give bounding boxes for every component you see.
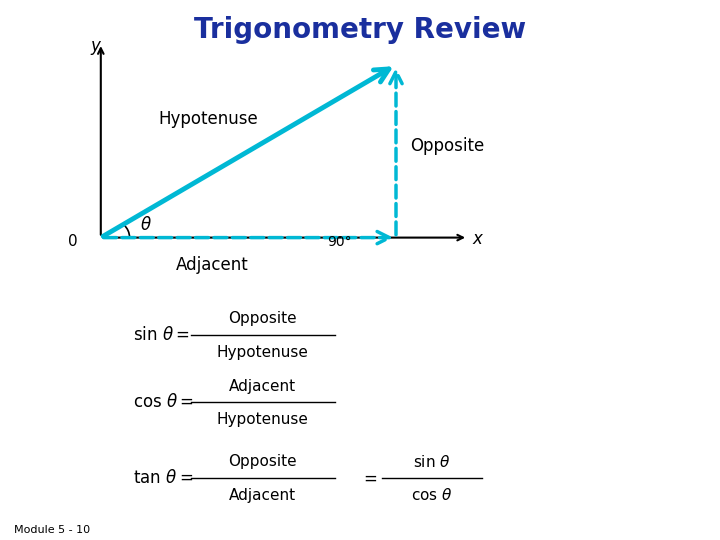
Text: $\cos\,\theta =$: $\cos\,\theta =$ <box>133 393 194 411</box>
Text: $\sin\,\theta$: $\sin\,\theta$ <box>413 454 451 470</box>
Text: $x$: $x$ <box>472 230 484 248</box>
Text: $=$: $=$ <box>360 469 377 487</box>
Text: Adjacent: Adjacent <box>229 379 297 394</box>
Text: $\tan\,\theta =$: $\tan\,\theta =$ <box>133 469 194 487</box>
Text: 0: 0 <box>68 234 78 249</box>
Text: $y$: $y$ <box>90 39 102 57</box>
Text: Opposite: Opposite <box>410 137 485 155</box>
Text: Hypotenuse: Hypotenuse <box>217 345 309 360</box>
Text: $\cos\,\theta$: $\cos\,\theta$ <box>411 487 453 503</box>
Text: 90°: 90° <box>328 235 352 249</box>
Text: Opposite: Opposite <box>228 454 297 469</box>
Text: Opposite: Opposite <box>228 311 297 326</box>
Text: Adjacent: Adjacent <box>176 256 249 274</box>
Text: $\sin\,\theta =$: $\sin\,\theta =$ <box>133 326 190 344</box>
Text: Adjacent: Adjacent <box>229 488 297 503</box>
Text: Module 5 - 10: Module 5 - 10 <box>14 524 91 535</box>
Text: Hypotenuse: Hypotenuse <box>158 110 258 128</box>
Text: $\theta$: $\theta$ <box>140 215 152 233</box>
Text: Trigonometry Review: Trigonometry Review <box>194 16 526 44</box>
Text: Hypotenuse: Hypotenuse <box>217 412 309 427</box>
